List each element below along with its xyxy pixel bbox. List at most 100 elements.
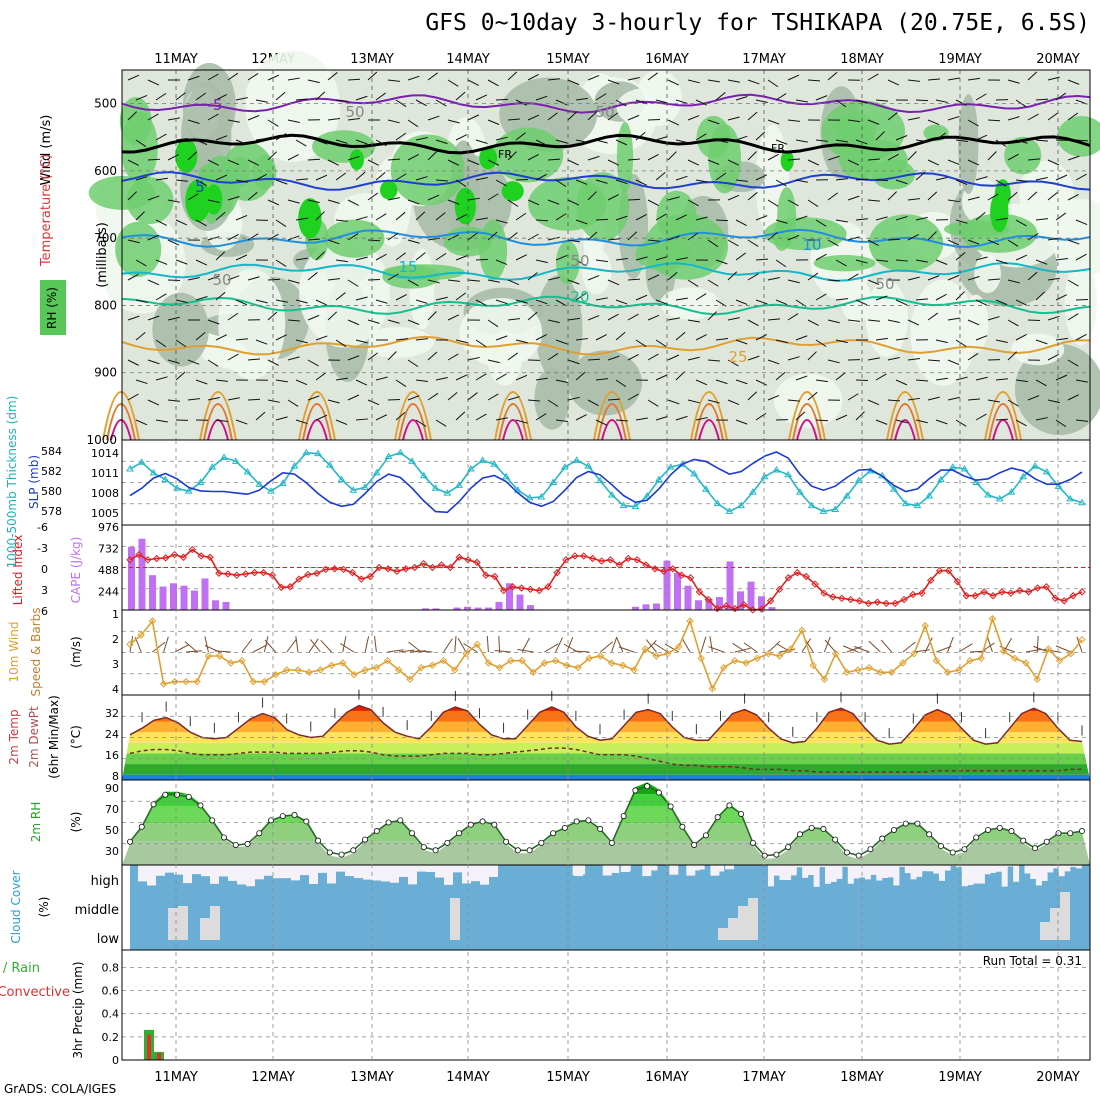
surface-wind-barb (619, 647, 634, 652)
date-label-top: 14MAY (446, 52, 490, 67)
high-cloud-gap (933, 865, 939, 874)
high-cloud-gap (648, 865, 657, 870)
cape-bar (139, 539, 146, 610)
legend-wind-units: (m/s) (69, 636, 83, 667)
precip-tick-label: 0.8 (102, 961, 120, 974)
rh-point (762, 853, 767, 858)
rh-point (221, 835, 226, 840)
high-cloud-gap (871, 865, 877, 875)
contour-label: -5 (208, 96, 223, 114)
rh-point (445, 840, 450, 845)
surface-wind-barb (847, 646, 862, 652)
rh-point (551, 831, 556, 836)
high-cloud-gap (228, 865, 237, 881)
cape-tick-label: 732 (98, 543, 119, 556)
rh-point (645, 784, 650, 789)
high-cloud-gap (814, 865, 820, 887)
high-cloud-gap (246, 865, 255, 886)
surface-wind-barb (309, 639, 318, 652)
rh-point (1044, 839, 1049, 844)
rh-moist-blob (222, 143, 273, 201)
high-cloud-gap (1030, 865, 1036, 879)
low-mid-cloud-gap (1040, 922, 1050, 940)
rh-point (339, 852, 344, 857)
contour-label: 50 (212, 271, 231, 289)
high-cloud-gap (264, 865, 273, 876)
thickness-tick-label: 584 (41, 445, 62, 458)
high-cloud-gap (147, 865, 156, 885)
cape-bar (685, 586, 692, 610)
surface-wind-barb (869, 641, 881, 652)
legend-cloud-units: (%) (37, 897, 51, 918)
rh-point (151, 802, 156, 807)
chart-title: GFS 0~10day 3-hourly for TSHIKAPA (20.75… (300, 10, 1090, 36)
legend-speed-barbs: Speed & Barbs (29, 608, 43, 697)
wind-barb (1028, 320, 1040, 321)
rh-point (515, 848, 520, 853)
cape-bar (181, 586, 188, 610)
temp-color-band (122, 775, 1090, 780)
surface-wind-barb (164, 637, 169, 652)
high-cloud-gap (219, 865, 228, 876)
date-label-top: 15MAY (546, 52, 590, 67)
rh-point (492, 822, 497, 827)
surface-wind-barb (768, 641, 780, 652)
rh-moist-blob (635, 238, 690, 271)
date-label-bottom: 20MAY (1036, 1070, 1080, 1085)
rh-point (844, 850, 849, 855)
date-label-bottom: 11MAY (154, 1070, 198, 1085)
rh-point (127, 839, 132, 844)
high-cloud-gap (768, 865, 774, 886)
cape-bar (223, 602, 230, 610)
wind-barb (516, 179, 528, 180)
surface-wind-barb (186, 651, 202, 652)
low-mid-cloud-gap (200, 918, 210, 940)
low-mid-cloud-gap (728, 918, 738, 940)
rh-point (821, 826, 826, 831)
high-cloud-gap (336, 865, 345, 872)
high-cloud-gap (318, 865, 327, 873)
date-label-top: 20MAY (1036, 52, 1080, 67)
surface-wind-barb (152, 642, 165, 652)
surface-wind-barb (573, 651, 589, 652)
rh-point (985, 827, 990, 832)
high-cloud-gap (327, 865, 336, 883)
rh-point (938, 843, 943, 848)
rh-color-band (122, 794, 1090, 806)
high-cloud-gap (696, 865, 705, 870)
date-label-bottom: 18MAY (840, 1070, 884, 1085)
rh-point (1009, 828, 1014, 833)
surface-wind-barb (499, 636, 500, 652)
wind-speed-line (130, 619, 1082, 689)
high-cloud-gap (363, 865, 372, 880)
rh-color-band (122, 824, 1090, 842)
rh-point (774, 852, 779, 857)
high-cloud-gap (372, 865, 381, 881)
rh-point (915, 821, 920, 826)
rh-point (833, 837, 838, 842)
surface-wind-barb (612, 637, 617, 652)
surface-wind-barb (914, 650, 930, 652)
rh-point (1021, 838, 1026, 843)
high-cloud-gap (399, 865, 408, 877)
high-cloud-gap (1047, 865, 1053, 872)
surface-wind-barb (600, 642, 612, 652)
high-cloud-gap (854, 865, 860, 878)
high-cloud-gap (309, 865, 318, 884)
rh-point (927, 832, 932, 837)
pressure-tick-label: 900 (94, 366, 117, 380)
high-cloud-gap (725, 865, 734, 869)
high-cloud-gap (865, 865, 871, 879)
high-cloud-gap (922, 865, 928, 871)
rh-point (315, 838, 320, 843)
date-label-top: 13MAY (350, 52, 394, 67)
cape-tick-label: 488 (98, 564, 119, 577)
rh-tick-label: 30 (105, 845, 119, 858)
legend-cape: CAPE (J/kg) (69, 537, 83, 604)
cape-bar (149, 575, 156, 610)
surface-wind-barb (287, 639, 297, 652)
pressure-tick-label: 1000 (86, 433, 117, 447)
rh-saturated-blob (175, 139, 197, 173)
contour-label: 5 (195, 178, 205, 196)
